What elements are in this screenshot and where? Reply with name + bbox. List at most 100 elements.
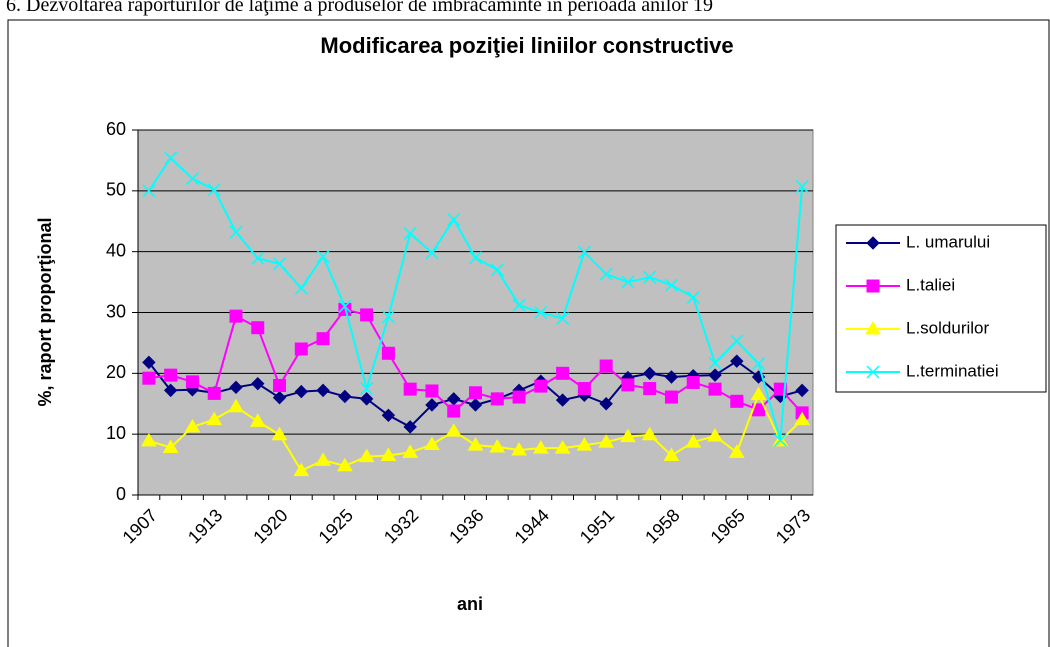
data-point (728, 444, 745, 458)
data-point (403, 382, 417, 396)
data-point (467, 437, 484, 451)
data-point (249, 413, 266, 427)
data-point (730, 394, 744, 408)
data-point (272, 390, 287, 405)
data-point (425, 398, 439, 412)
data-point (207, 183, 221, 197)
data-point (206, 411, 223, 426)
data-point (555, 393, 570, 407)
data-point (730, 354, 744, 368)
data-point (686, 290, 700, 304)
data-point (229, 225, 243, 239)
data-point (599, 397, 613, 411)
data-point (360, 308, 374, 322)
data-point (338, 389, 352, 404)
data-point (251, 321, 265, 335)
data-point (750, 386, 767, 401)
data-point (316, 383, 330, 398)
data-point (752, 357, 766, 371)
data-point (229, 309, 243, 323)
data-point (664, 278, 678, 292)
x-axis-label: ani (457, 594, 483, 614)
data-point (141, 432, 157, 447)
data-point (424, 436, 440, 451)
data-point (294, 342, 308, 356)
data-point (643, 270, 657, 284)
data-point (534, 305, 548, 320)
data-point (358, 448, 375, 463)
data-point (360, 382, 374, 396)
data-point (512, 390, 526, 404)
data-point (425, 384, 439, 398)
data-point (664, 370, 679, 384)
data-point (315, 452, 331, 466)
y-tick-label: 30 (106, 301, 126, 321)
data-point (621, 378, 635, 392)
data-point (707, 427, 723, 442)
data-point (162, 439, 179, 454)
data-point (598, 434, 615, 448)
legend-marker (866, 236, 880, 250)
y-tick-label: 60 (106, 119, 126, 139)
data-point (336, 457, 353, 472)
data-point (599, 267, 613, 281)
data-point (380, 447, 397, 461)
y-axis-label: %, raport proporţional (35, 218, 55, 407)
data-point (490, 263, 504, 277)
data-point (403, 420, 417, 434)
data-point (512, 298, 526, 312)
data-point (663, 447, 680, 461)
data-point (229, 380, 243, 395)
data-point (490, 392, 504, 406)
data-point (554, 440, 571, 454)
data-point (316, 250, 330, 264)
data-point (641, 426, 658, 441)
data-point (273, 379, 287, 392)
data-point (163, 383, 178, 398)
data-point (621, 275, 635, 289)
data-point (794, 411, 810, 426)
y-tick-label: 0 (116, 484, 126, 504)
data-point (511, 441, 527, 456)
data-point (599, 359, 613, 373)
data-point (184, 418, 201, 433)
chart-title: Modificarea poziţiei liniilor constructi… (320, 33, 733, 58)
data-point (468, 251, 483, 265)
legend-label: L.soldurilor (906, 318, 989, 337)
data-point (532, 440, 549, 454)
data-point (708, 382, 722, 396)
legend-label: L.taliei (906, 275, 955, 294)
data-point (447, 212, 461, 226)
data-point (294, 384, 309, 399)
legend-marker (866, 365, 880, 379)
data-point (556, 366, 570, 380)
data-point (185, 375, 199, 389)
data-point (576, 437, 593, 451)
data-point (273, 257, 287, 271)
data-point (773, 433, 787, 447)
data-point (556, 312, 570, 326)
data-point (469, 386, 482, 400)
y-tick-label: 10 (106, 423, 126, 443)
data-point (142, 184, 156, 198)
data-point (534, 379, 548, 393)
data-point (142, 371, 156, 385)
data-point (402, 444, 419, 458)
data-point (577, 245, 591, 259)
data-point (643, 382, 657, 396)
legend-label: L.terminatiei (906, 361, 999, 380)
data-point (686, 375, 700, 389)
data-point (445, 423, 462, 437)
data-point (685, 434, 702, 448)
legend-label: L. umarului (906, 232, 990, 251)
legend (835, 224, 1047, 393)
data-point (773, 382, 787, 396)
data-point (795, 180, 809, 194)
data-point (403, 226, 417, 240)
data-point (228, 398, 244, 413)
data-point (338, 299, 352, 313)
data-point (271, 426, 288, 441)
data-point (164, 368, 178, 382)
data-point (381, 408, 396, 423)
